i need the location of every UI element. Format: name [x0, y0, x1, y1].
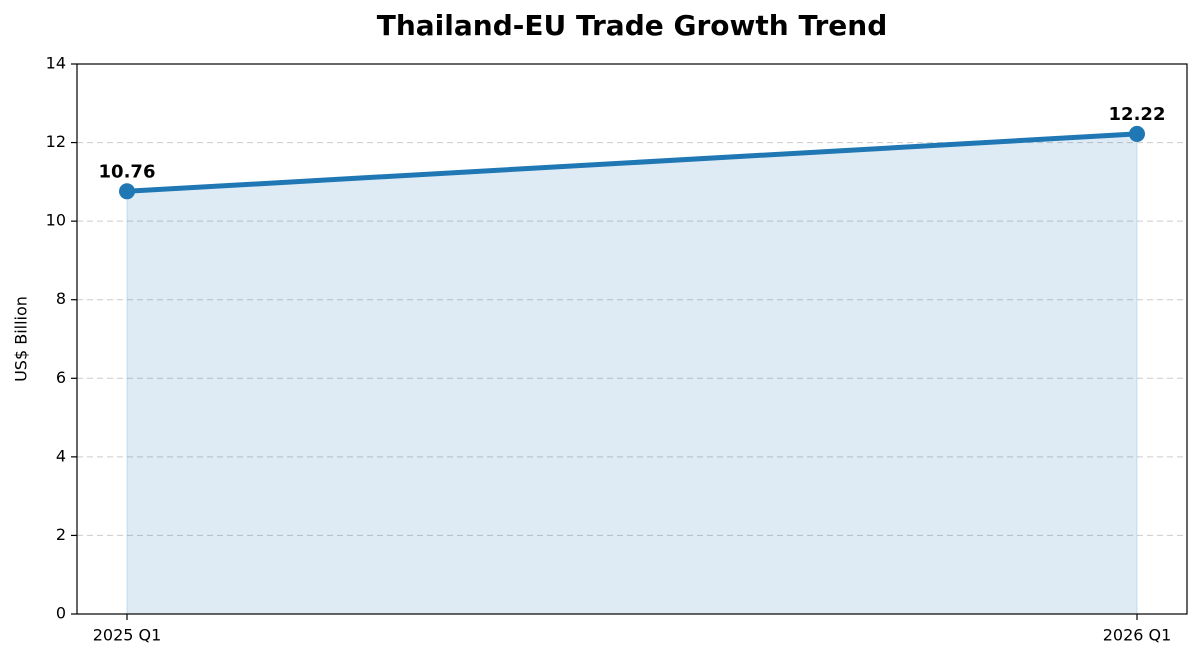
- y-tick-label: 6: [56, 368, 66, 387]
- value-label: 10.76: [99, 161, 156, 182]
- y-axis-label: US$ Billion: [12, 296, 31, 382]
- y-tick-label: 4: [56, 446, 66, 465]
- x-tick-label: 2026 Q1: [1103, 626, 1172, 645]
- y-tick-label: 14: [46, 54, 66, 73]
- plot-frame: [76, 63, 1188, 615]
- x-tick-label: 2025 Q1: [93, 626, 162, 645]
- point: [1129, 125, 1145, 142]
- y-tick-label: 10: [46, 211, 66, 230]
- chart-title: Thailand-EU Trade Growth Trend: [377, 9, 888, 42]
- y-tick-label: 0: [56, 604, 66, 623]
- value-label: 12.22: [1109, 104, 1166, 125]
- y-tick-label: 2: [56, 525, 66, 544]
- y-tick-label: 8: [56, 289, 66, 308]
- y-tick-label: 12: [46, 132, 66, 151]
- line: [124, 131, 1140, 194]
- area: [126, 133, 1138, 615]
- point: [119, 183, 135, 200]
